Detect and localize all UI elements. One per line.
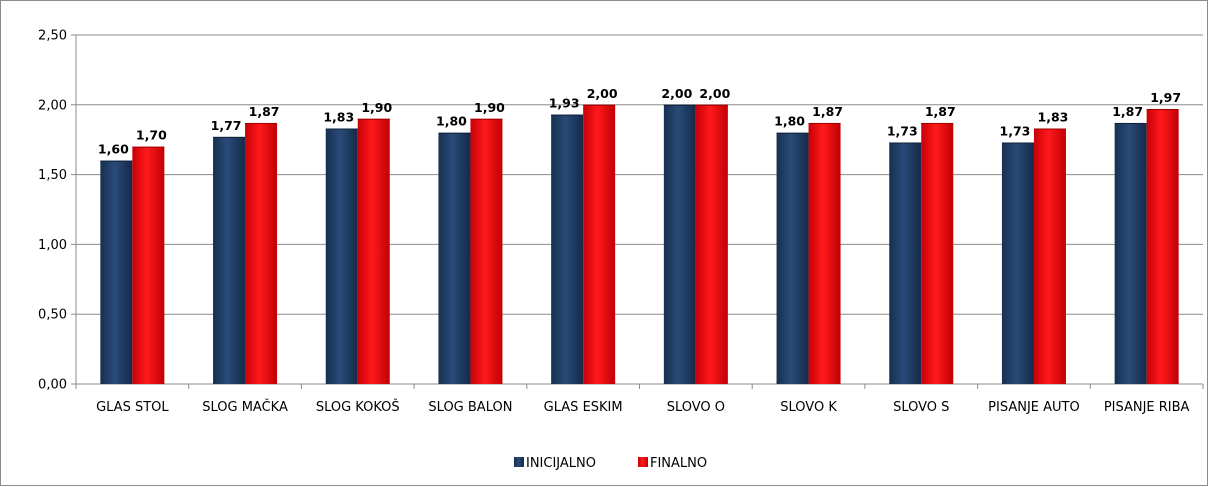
bars	[100, 104, 1179, 385]
x-tick-label: PISANJE AUTO	[988, 400, 1080, 415]
bar-inicijalno	[663, 104, 696, 385]
x-tick-label: SLOG BALON	[428, 400, 512, 415]
y-tick-label: 1,00	[38, 238, 67, 253]
data-label: 1,60	[98, 142, 129, 157]
y-tick-label: 1,50	[38, 168, 67, 183]
bar-inicijalno	[776, 132, 809, 384]
data-label: 1,70	[136, 128, 167, 143]
x-tick-label: SLOG KOKOŠ	[316, 399, 400, 415]
y-tick-label: 2,50	[38, 29, 67, 44]
x-tick-label: GLAS ESKIM	[544, 400, 623, 415]
data-label: 1,83	[323, 110, 354, 125]
bar-finalno	[583, 104, 616, 385]
bar-inicijalno	[1001, 142, 1034, 384]
bar-finalno	[1146, 108, 1179, 384]
y-tick-label: 0,00	[38, 378, 67, 393]
data-label: 1,80	[774, 114, 805, 129]
data-label: 1,87	[249, 104, 280, 119]
bar-finalno	[695, 104, 728, 385]
bar-finalno	[132, 146, 165, 384]
y-tick-label: 2,00	[38, 98, 67, 113]
data-label: 1,73	[887, 123, 918, 138]
x-tick-label: GLAS STOL	[96, 400, 169, 415]
bar-finalno	[1033, 128, 1066, 384]
data-label: 2,00	[661, 86, 692, 101]
data-label: 1,77	[211, 118, 242, 133]
data-label: 1,87	[1112, 104, 1143, 119]
bar-inicijalno	[889, 142, 922, 384]
data-label: 1,97	[1150, 90, 1181, 105]
legend-label-finalno: FINALNO	[650, 456, 707, 471]
data-label: 1,87	[812, 104, 843, 119]
bar-finalno	[470, 118, 503, 384]
x-tick-label: SLOVO O	[667, 400, 725, 415]
x-tick-label: SLOVO K	[780, 400, 837, 415]
y-tick-label: 0,50	[38, 308, 67, 323]
x-tick-label: SLOG MAČKA	[202, 399, 288, 415]
data-label: 1,80	[436, 114, 467, 129]
legend-label-inicijalno: INICIJALNO	[526, 456, 596, 471]
data-label: 1,90	[361, 100, 392, 115]
bar-finalno	[357, 118, 390, 384]
bar-inicijalno	[551, 114, 584, 385]
bar-inicijalno	[1114, 122, 1147, 384]
bar-finalno	[921, 122, 954, 384]
bar-inicijalno	[325, 128, 358, 384]
bar-inicijalno	[438, 132, 471, 384]
x-tick-label: PISANJE RIBA	[1104, 400, 1190, 415]
data-label: 2,00	[699, 86, 730, 101]
legend: INICIJALNO FINALNO	[514, 456, 707, 471]
data-label: 1,93	[549, 96, 580, 111]
data-label: 1,90	[474, 100, 505, 115]
data-label: 1,87	[925, 104, 956, 119]
data-labels: 1,60 1,77 1,83 1,80 1,93 2,00 1,80 1,73 1,73 1,87…	[98, 86, 1181, 157]
legend-swatch-inicijalno	[514, 457, 524, 467]
bar-inicijalno	[100, 160, 133, 384]
legend-swatch-finalno	[638, 457, 648, 467]
data-label: 2,00	[587, 86, 618, 101]
bar-finalno	[245, 122, 278, 384]
x-tick-label: SLOVO S	[893, 400, 949, 415]
bar-finalno	[808, 122, 841, 384]
bar-inicijalno	[213, 136, 246, 384]
data-label: 1,73	[1000, 123, 1031, 138]
data-label: 1,83	[1038, 110, 1069, 125]
